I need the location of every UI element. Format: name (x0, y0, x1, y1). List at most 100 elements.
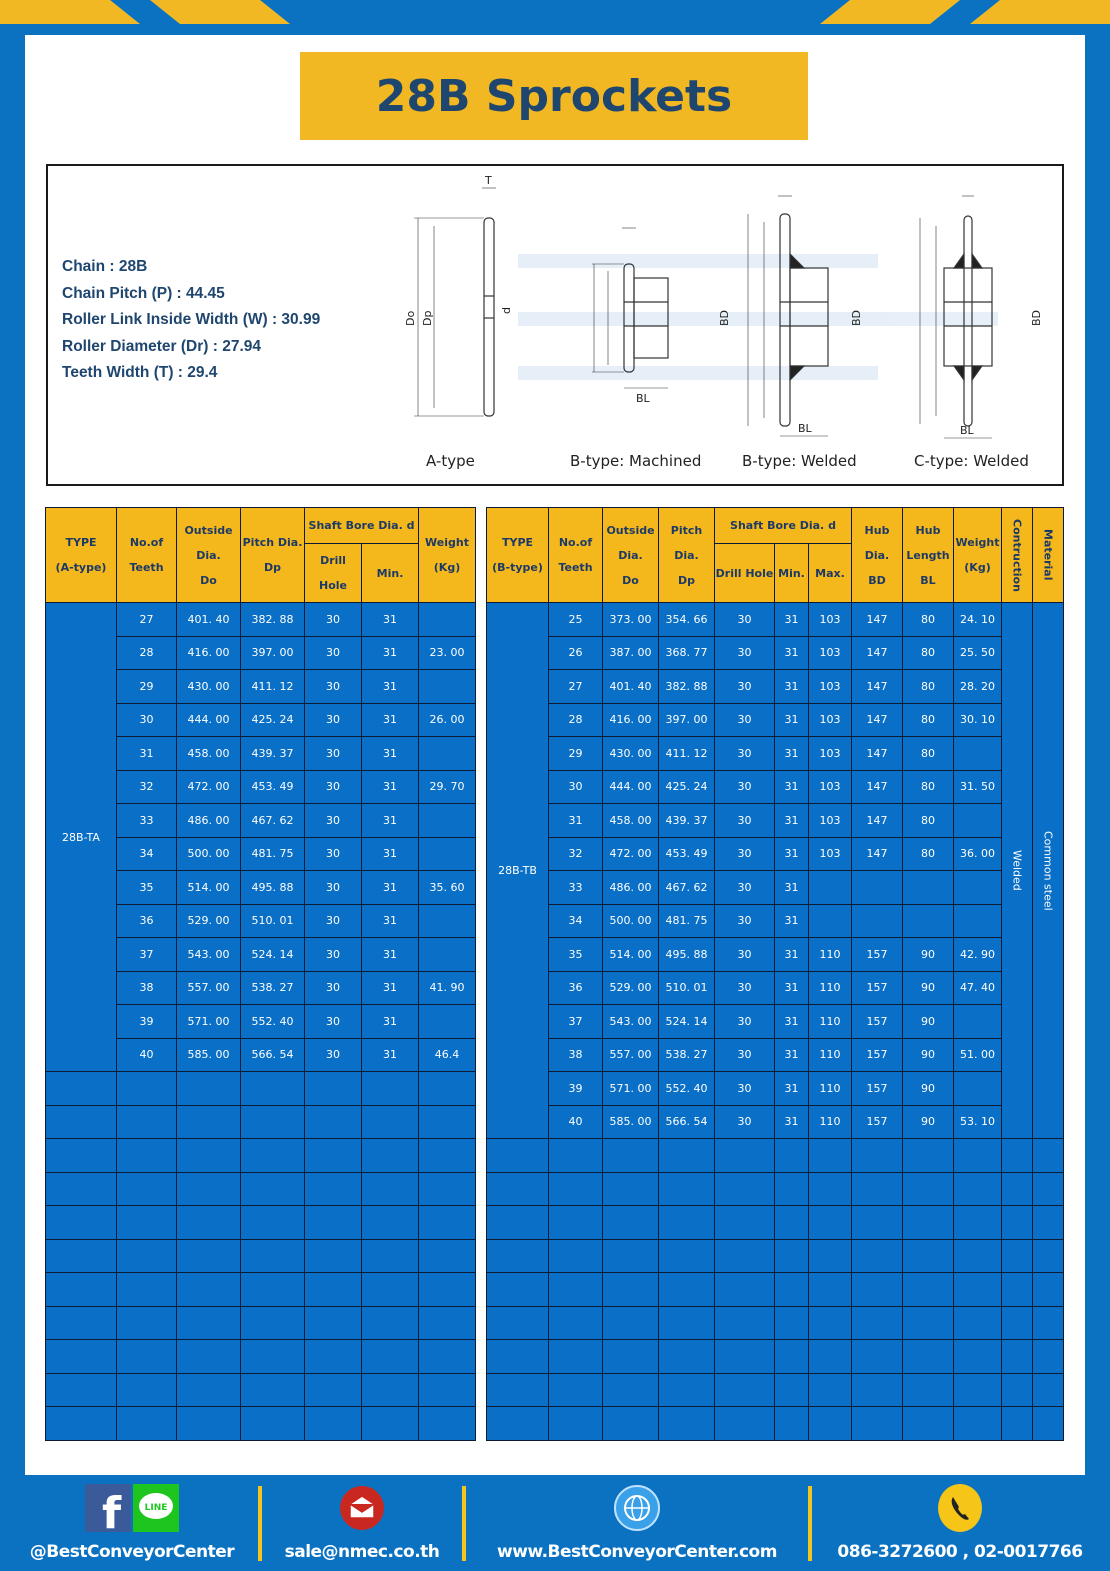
footer-social[interactable]: f LINE @BestConveyorCenter (18, 1478, 246, 1562)
footer-divider (258, 1486, 262, 1561)
drill-hole-cell: 30 (304, 937, 362, 972)
pitch-dia-cell: 481. 75 (658, 903, 715, 938)
max-cell: 103 (808, 602, 852, 637)
footer-phone[interactable]: 086-3272600 , 02-0017766 (820, 1478, 1100, 1562)
empty-cell (1001, 1406, 1033, 1441)
empty-cell (418, 1372, 477, 1407)
max-cell: 103 (808, 836, 852, 871)
email-address[interactable]: sale@nmec.co.th (284, 1542, 440, 1562)
label-c-welded: C-type: Welded (914, 452, 1029, 470)
min-cell: 31 (360, 669, 420, 704)
max-cell: 103 (808, 769, 852, 804)
empty-cell (486, 1372, 549, 1407)
empty-cell (116, 1238, 177, 1273)
table-row (45, 1339, 477, 1374)
weight-cell: 41. 90 (418, 970, 477, 1005)
empty-cell (304, 1339, 362, 1374)
empty-cell (548, 1272, 603, 1307)
empty-cell (486, 1339, 549, 1374)
max-cell: 110 (808, 1104, 852, 1139)
empty-cell (953, 1238, 1002, 1273)
table-row: 36 529. 00 510. 01 30 31 (46, 903, 477, 938)
min-cell: 31 (360, 970, 420, 1005)
empty-cell (548, 1406, 603, 1441)
empty-cell (176, 1171, 241, 1206)
empty-cell (808, 1205, 852, 1240)
empty-cell (176, 1406, 241, 1441)
phone-numbers[interactable]: 086-3272600 , 02-0017766 (837, 1542, 1083, 1562)
footer-divider (808, 1486, 812, 1561)
outside-dia-cell: 430. 00 (176, 669, 241, 704)
hub-dia-cell: 157 (851, 970, 903, 1005)
empty-cell (1001, 1171, 1033, 1206)
empty-cell (774, 1171, 809, 1206)
table-row: 32 472. 00 453. 49 30 31 103 147 80 36. 00 (487, 836, 1064, 871)
table-row: 35 514. 00 495. 88 30 31 35. 60 (46, 870, 477, 905)
header-weight: Weight (Kg) (418, 507, 477, 603)
website-url[interactable]: www.BestConveyorCenter.com (497, 1542, 777, 1562)
hub-dia-cell: 147 (851, 635, 903, 670)
drill-hole-cell: 30 (304, 769, 362, 804)
max-cell: 103 (808, 635, 852, 670)
line-icon[interactable]: LINE (133, 1484, 179, 1532)
weight-cell (418, 1004, 477, 1039)
header-teeth: No.of Teeth (116, 507, 177, 603)
header-material: Material (1032, 507, 1064, 603)
empty-cell (45, 1238, 117, 1273)
empty-cell (304, 1238, 362, 1273)
empty-cell (953, 1406, 1002, 1441)
drill-hole-cell: 30 (714, 769, 775, 804)
table-row (45, 1104, 477, 1139)
footer-website[interactable]: www.BestConveyorCenter.com (474, 1478, 800, 1562)
empty-cell (176, 1205, 241, 1240)
empty-cell (1001, 1305, 1033, 1340)
weight-cell: 47. 40 (953, 970, 1002, 1005)
empty-cell (418, 1171, 477, 1206)
empty-cell (953, 1138, 1002, 1173)
teeth-cell: 31 (548, 803, 603, 838)
weight-cell (418, 669, 477, 704)
max-cell: 103 (808, 736, 852, 771)
teeth-cell: 31 (116, 736, 177, 771)
weight-cell (953, 803, 1002, 838)
pitch-dia-cell: 538. 27 (658, 1037, 715, 1072)
empty-cell (304, 1272, 362, 1307)
table-row (486, 1138, 1064, 1173)
drill-hole-cell: 30 (304, 1004, 362, 1039)
empty-cell (714, 1272, 775, 1307)
empty-cell (902, 1272, 954, 1307)
empty-cell (902, 1205, 954, 1240)
empty-cell (360, 1104, 420, 1139)
max-cell: 110 (808, 1004, 852, 1039)
teeth-cell: 36 (548, 970, 603, 1005)
drill-hole-cell: 30 (714, 870, 775, 905)
header-drill-hole: Drill Hole (714, 543, 775, 603)
empty-cell (418, 1138, 477, 1173)
pitch-dia-cell: 524. 14 (240, 937, 305, 972)
empty-cell (602, 1238, 659, 1273)
empty-cell (116, 1406, 177, 1441)
min-cell: 31 (774, 803, 809, 838)
outside-dia-cell: 514. 00 (176, 870, 241, 905)
dim-bd-c: BD (1030, 310, 1043, 326)
empty-cell (774, 1339, 809, 1374)
empty-cell (602, 1372, 659, 1407)
table-row (486, 1406, 1064, 1441)
teeth-cell: 36 (116, 903, 177, 938)
outside-dia-cell: 571. 00 (176, 1004, 241, 1039)
footer-email[interactable]: sale@nmec.co.th (272, 1478, 452, 1562)
header-weight: Weight (Kg) (953, 507, 1002, 603)
empty-cell (851, 1372, 903, 1407)
pitch-dia-cell: 425. 24 (240, 702, 305, 737)
max-cell: 110 (808, 1037, 852, 1072)
pitch-dia-cell: 566. 54 (658, 1104, 715, 1139)
max-cell: 103 (808, 702, 852, 737)
empty-cell (851, 1406, 903, 1441)
empty-cell (1032, 1372, 1064, 1407)
hub-dia-cell: 147 (851, 702, 903, 737)
pitch-dia-cell: 467. 62 (658, 870, 715, 905)
facebook-icon[interactable]: f (85, 1484, 131, 1532)
min-cell: 31 (774, 602, 809, 637)
teeth-cell: 29 (116, 669, 177, 704)
pitch-dia-cell: 552. 40 (658, 1071, 715, 1106)
